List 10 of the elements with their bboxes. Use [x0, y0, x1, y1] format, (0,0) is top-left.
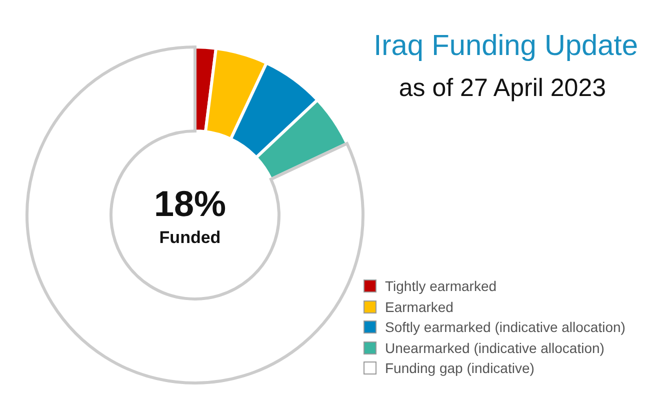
legend-label: Softly earmarked (indicative allocation): [385, 319, 626, 336]
text: as of 27 April 2023: [398, 74, 606, 103]
chart-title: Iraq Funding Update: [374, 30, 638, 63]
legend-label: Unearmarked (indicative allocation): [385, 340, 604, 356]
text: 18%: [152, 183, 228, 224]
donut-slice: [26, 46, 364, 384]
legend-label: Tightly earmarked: [385, 278, 497, 294]
text: Funded: [158, 228, 222, 248]
legend-label: Earmarked: [385, 298, 454, 315]
slice-label: Funding gap (indicative): [385, 360, 534, 376]
